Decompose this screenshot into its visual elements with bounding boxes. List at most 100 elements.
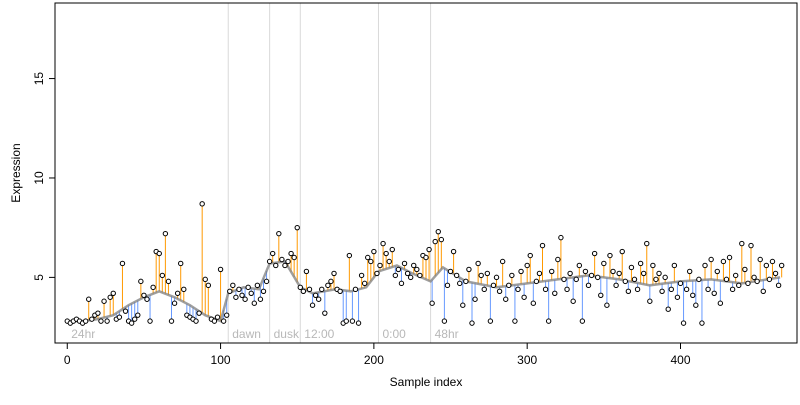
data-point	[573, 276, 579, 283]
data-point	[582, 268, 589, 275]
y-axis-title: Expression	[9, 143, 23, 202]
data-point	[536, 270, 543, 277]
data-point	[214, 314, 221, 320]
data-point	[297, 284, 303, 291]
data-point	[742, 266, 748, 273]
data-point	[144, 296, 150, 302]
data-point	[365, 254, 371, 261]
data-point	[499, 258, 506, 265]
data-point	[751, 274, 757, 281]
data-point	[457, 280, 463, 287]
trend-line	[67, 260, 781, 323]
data-point	[328, 278, 334, 285]
data-point	[757, 256, 763, 263]
data-point	[622, 278, 628, 285]
data-point	[521, 294, 527, 300]
data-point	[677, 280, 684, 287]
data-point	[426, 246, 432, 253]
data-point	[355, 320, 362, 326]
data-point	[389, 246, 395, 253]
data-point	[447, 268, 454, 275]
data-point	[696, 276, 702, 283]
y-axis: 5 10 15	[32, 72, 55, 281]
data-point	[527, 252, 533, 259]
data-point	[680, 320, 687, 326]
data-point	[205, 282, 212, 289]
data-point	[772, 270, 779, 277]
data-point	[705, 286, 711, 293]
data-point	[95, 310, 101, 316]
data-point	[417, 272, 423, 279]
data-point	[288, 250, 294, 257]
data-point	[227, 288, 233, 295]
data-point	[423, 254, 429, 261]
data-point	[224, 312, 230, 318]
data-point	[156, 250, 162, 257]
data-point	[493, 274, 500, 281]
x-tick-label: 300	[517, 353, 537, 367]
data-point	[257, 296, 264, 302]
data-point	[303, 268, 310, 275]
data-point	[361, 280, 368, 287]
data-point	[699, 320, 705, 326]
data-point	[460, 302, 466, 308]
data-point	[236, 286, 242, 293]
data-point	[346, 252, 353, 259]
data-point	[653, 276, 659, 283]
data-point	[254, 282, 261, 289]
data-point	[610, 268, 616, 275]
data-point	[613, 282, 619, 289]
data-point	[104, 318, 110, 324]
data-point	[107, 294, 113, 300]
data-point	[708, 256, 714, 263]
data-point	[690, 292, 696, 298]
data-point	[739, 240, 745, 247]
data-point	[717, 300, 724, 306]
data-point	[711, 290, 717, 296]
x-tick-label: 200	[364, 353, 384, 367]
x-tick-label: 0	[64, 353, 71, 367]
data-point	[217, 266, 224, 273]
data-point	[86, 296, 92, 302]
data-point	[306, 286, 313, 293]
data-point	[116, 314, 123, 320]
data-point	[729, 286, 736, 293]
y-tick-label: 15	[32, 72, 46, 86]
data-point	[515, 286, 521, 293]
data-point	[343, 318, 349, 324]
data-point	[665, 306, 671, 312]
data-point	[174, 290, 181, 296]
data-point	[662, 274, 668, 281]
data-point	[561, 276, 567, 283]
data-point	[147, 318, 153, 324]
data-point	[349, 318, 356, 324]
data-point	[723, 276, 730, 283]
segment-label: 12:00	[304, 327, 334, 341]
data-point	[509, 272, 515, 279]
data-point	[441, 318, 448, 324]
data-point	[291, 254, 297, 261]
data-point	[640, 270, 647, 277]
data-point	[178, 260, 184, 267]
data-point	[754, 278, 760, 285]
data-point	[230, 282, 236, 289]
data-point	[132, 316, 138, 322]
data-point	[702, 262, 708, 269]
data-point	[269, 250, 276, 257]
data-point	[628, 264, 635, 271]
data-point	[585, 282, 592, 289]
data-point	[484, 270, 491, 277]
data-point	[279, 256, 285, 263]
data-point	[392, 272, 399, 279]
data-point	[778, 262, 785, 269]
data-point	[634, 286, 641, 293]
data-point	[644, 240, 650, 247]
data-point	[555, 256, 561, 263]
data-point	[407, 274, 414, 281]
y-tick-label: 5	[32, 274, 46, 281]
data-point	[325, 282, 331, 289]
data-point	[453, 272, 460, 279]
data-point	[552, 290, 558, 296]
data-point	[481, 286, 487, 293]
data-point	[337, 288, 343, 295]
